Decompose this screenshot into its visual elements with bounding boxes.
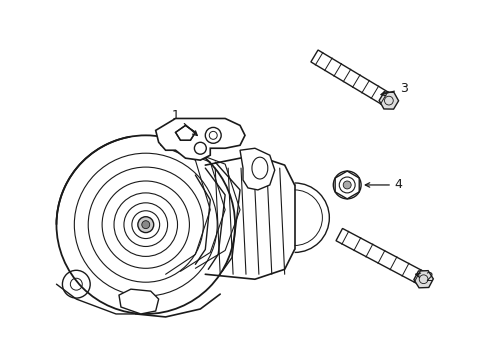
Text: 3: 3 (380, 82, 407, 96)
Polygon shape (413, 271, 432, 288)
Polygon shape (119, 289, 158, 314)
Circle shape (142, 221, 149, 229)
Polygon shape (310, 50, 392, 107)
Circle shape (333, 171, 360, 199)
Text: 4: 4 (365, 179, 402, 192)
Text: 1: 1 (171, 109, 197, 135)
Circle shape (343, 181, 350, 189)
Polygon shape (378, 92, 398, 109)
Circle shape (138, 217, 153, 233)
Text: 2: 2 (415, 271, 431, 284)
Polygon shape (240, 148, 274, 190)
Polygon shape (175, 125, 195, 140)
Polygon shape (335, 229, 426, 285)
Polygon shape (155, 118, 244, 160)
